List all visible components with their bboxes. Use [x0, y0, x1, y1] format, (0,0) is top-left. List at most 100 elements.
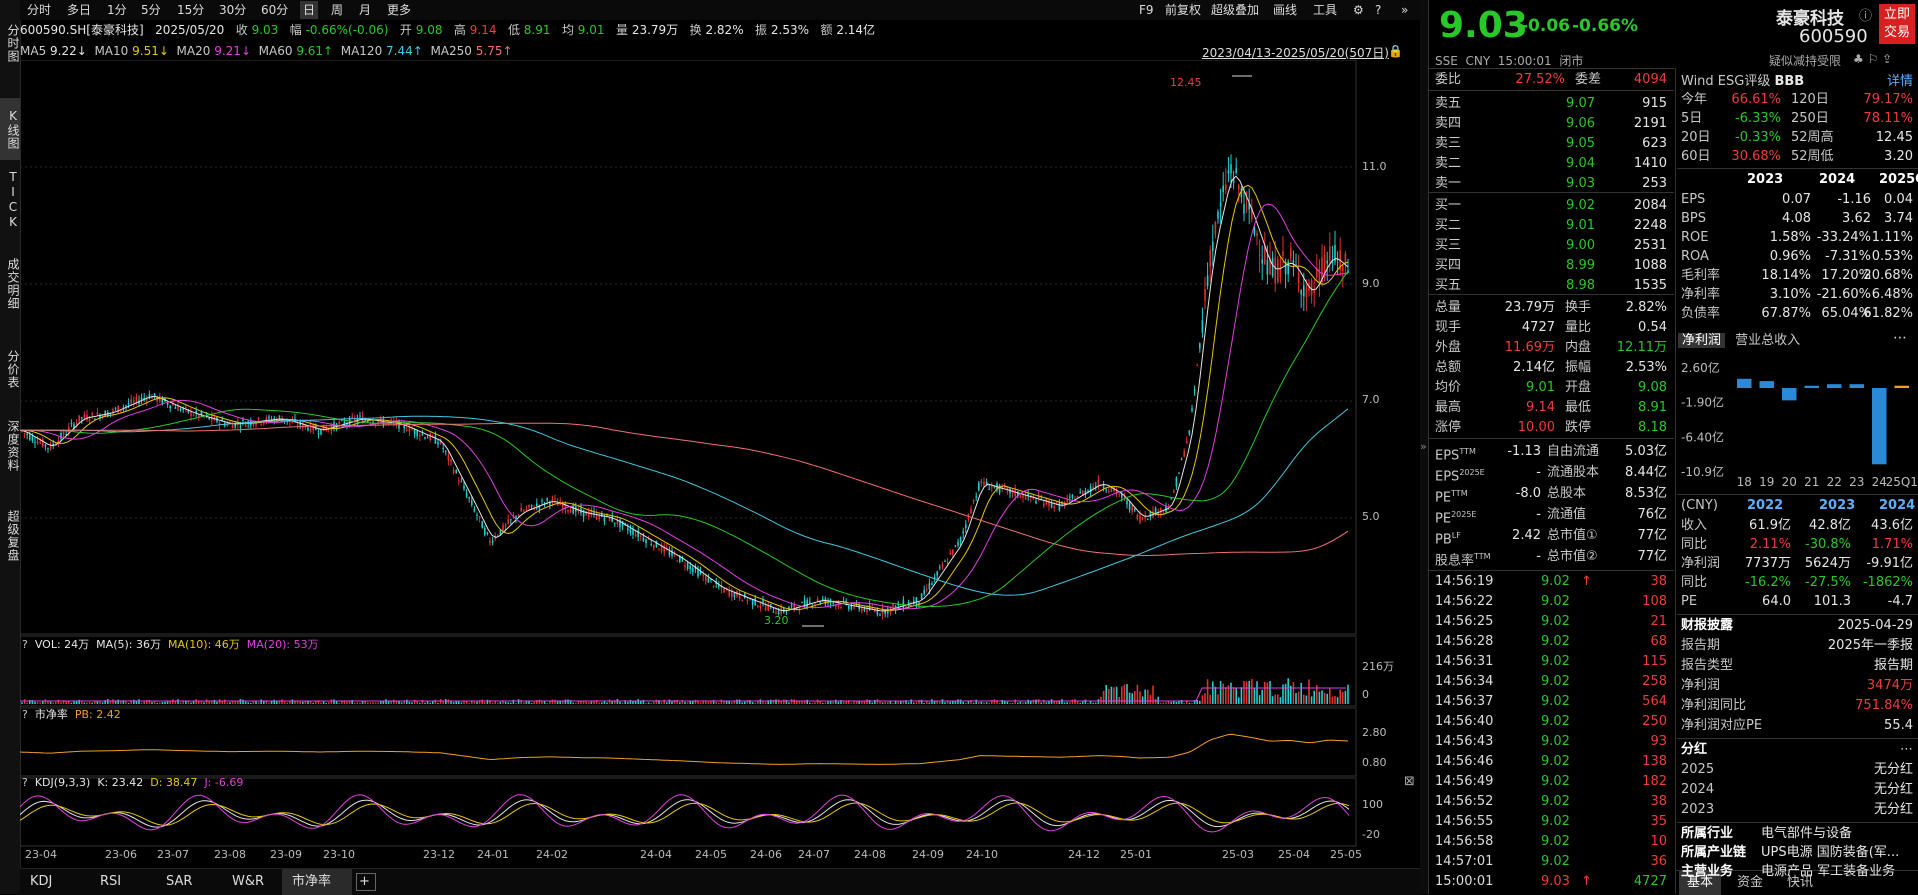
volume-bar	[1024, 702, 1027, 704]
volume-bar	[1048, 700, 1050, 704]
adjust-button[interactable]: 前复权	[1165, 3, 1202, 17]
tab-news[interactable]: 快讯	[1787, 875, 1814, 890]
info-icon[interactable]: ⓘ	[1859, 9, 1873, 24]
close-kdj-icon[interactable]: ⊠	[1404, 774, 1415, 789]
volume-bar	[1131, 693, 1133, 704]
period-60m[interactable]: 60分	[261, 3, 289, 17]
volume-bar	[985, 702, 988, 704]
tick-row: 14:56:31 9.02 115	[1435, 652, 1671, 672]
tab-kdj[interactable]: KDJ	[30, 874, 53, 889]
candle-body	[491, 540, 494, 543]
add-tab-icon[interactable]: +	[356, 873, 376, 891]
volume-bar	[1001, 699, 1003, 704]
period-day[interactable]: 日	[300, 1, 319, 19]
trade-button[interactable]: 立即交易	[1879, 4, 1915, 44]
period-15m[interactable]: 15分	[177, 3, 205, 17]
overlay-button[interactable]: 超级叠加	[1211, 3, 1260, 17]
candle-body	[520, 508, 522, 512]
tab-basic[interactable]: 基本	[1679, 871, 1722, 895]
pb-help-icon[interactable]: ?	[22, 708, 28, 721]
period-week[interactable]: 周	[331, 3, 344, 17]
industry-value[interactable]: 电源产品 军工装备业务	[1761, 864, 1896, 879]
fund-label: 自由流通	[1547, 444, 1600, 459]
candle-body	[190, 411, 192, 417]
collapse-icon[interactable]: »	[1401, 3, 1409, 17]
ask-row: 卖四 9.06 2191	[1435, 114, 1671, 134]
more-icon[interactable]: ⋯	[1893, 330, 1907, 346]
period-timeshare[interactable]: 分时	[27, 3, 52, 17]
date-range[interactable]: 2023/04/13-2025/05/20(507日)	[1202, 46, 1389, 60]
industry-value[interactable]: UPS电源 国防装备(军...	[1761, 845, 1900, 860]
volume-bar	[754, 702, 756, 704]
period-1m[interactable]: 1分	[107, 3, 127, 17]
stat-label: 量比	[1565, 320, 1592, 335]
share-icons[interactable]: ♣ ⚐ ⇪	[1853, 52, 1893, 66]
candle-body	[988, 489, 990, 491]
candle-body	[1050, 502, 1053, 508]
dividend-value: 无分红	[1873, 782, 1913, 797]
ob-volume: 2531	[1633, 238, 1667, 253]
vol-help-icon[interactable]: ?	[22, 638, 28, 651]
nav-price-table[interactable]: 分价表	[6, 350, 20, 389]
period-month[interactable]: 月	[359, 3, 372, 17]
esg-detail-link[interactable]: 详情	[1887, 74, 1914, 89]
nav-tick[interactable]: TICK	[6, 170, 20, 230]
dividend-more-icon[interactable]: ⋯	[1900, 742, 1913, 757]
tab-revenue[interactable]: 营业总收入	[1735, 333, 1801, 348]
industry-value[interactable]: 电气部件与设备	[1761, 826, 1853, 841]
tools-button[interactable]: 工具	[1313, 3, 1338, 17]
tab-net-profit[interactable]: 净利润	[1678, 333, 1726, 348]
volume-bar	[120, 700, 122, 704]
candle-body	[411, 429, 413, 431]
candle-body	[73, 423, 75, 429]
report-row: 净利润同比 751.84%	[1681, 696, 1915, 716]
volume-bar	[1329, 688, 1331, 704]
nav-kline[interactable]: K线图	[0, 98, 20, 160]
candle-body	[876, 610, 879, 615]
volume-bar	[1097, 699, 1100, 704]
candle-body	[424, 437, 426, 439]
volume-bar	[902, 700, 905, 704]
volume-bar	[965, 702, 967, 704]
volume-bar	[1323, 692, 1326, 704]
period-multiday[interactable]: 多日	[67, 3, 92, 17]
volume-bar	[816, 699, 819, 704]
nav-depth[interactable]: 深度资料	[6, 420, 20, 472]
tick-volume: 38	[1650, 574, 1667, 589]
tab-sar[interactable]: SAR	[166, 874, 193, 889]
volume-bar	[1082, 701, 1084, 704]
volume-bar	[1175, 701, 1178, 704]
ob-label: 买四	[1435, 258, 1462, 273]
panel-splitter[interactable]: »	[1420, 0, 1428, 894]
fin-value: -7.31%	[1825, 249, 1871, 264]
return-value: 12.45	[1875, 130, 1913, 145]
period-more[interactable]: 更多	[387, 3, 412, 17]
tab-capital[interactable]: 资金	[1737, 875, 1764, 890]
tab-pb[interactable]: 市净率	[282, 869, 352, 895]
stat-label: 总量	[1435, 300, 1462, 315]
lock-icon[interactable]: 🔒	[1388, 44, 1403, 58]
help-icon[interactable]: ?	[1375, 3, 1382, 17]
f9-button[interactable]: F9	[1139, 3, 1154, 17]
volume-bar	[676, 699, 678, 704]
nav-trade-detail[interactable]: 成交明细	[6, 258, 20, 310]
candle-body	[1157, 511, 1159, 516]
fin2-row: PE 64.0 101.3 -4.7	[1681, 592, 1915, 611]
candle-body	[835, 604, 837, 607]
draw-button[interactable]: 画线	[1273, 3, 1298, 17]
period-30m[interactable]: 30分	[219, 3, 247, 17]
period-5m[interactable]: 5分	[141, 3, 161, 17]
tab-wr[interactable]: W&R	[232, 874, 265, 889]
kline-chart[interactable]	[20, 60, 1428, 868]
gear-icon[interactable]: ⚙	[1353, 3, 1364, 17]
nav-timeshare[interactable]: 分时图	[6, 24, 20, 63]
period-toolbar: 分时 多日 1分 5分 15分 30分 60分 日 周 月 更多 F9 前复权 …	[20, 0, 1420, 20]
candle-body	[442, 448, 444, 450]
nav-replay[interactable]: 超级复盘	[6, 510, 20, 562]
candle-body	[1219, 202, 1222, 207]
tick-row: 14:56:34 9.02 258	[1435, 672, 1671, 692]
tab-rsi[interactable]: RSI	[100, 874, 122, 889]
volume-bar	[465, 700, 468, 704]
kdj-help-icon[interactable]: ?	[22, 776, 28, 789]
candle-body	[1105, 489, 1107, 491]
